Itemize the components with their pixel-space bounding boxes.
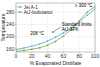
y-tick [15,36,16,37]
annotation: ≥ 300 °C [75,3,93,8]
legend-label: AtJ-Isobutanol [24,10,53,15]
y-tick-label: 200 [6,33,15,39]
series-point [31,48,33,50]
y-tick [15,12,16,13]
plot-frame [16,3,95,52]
series-point [47,44,49,46]
series-line [16,9,95,49]
y-axis-label: Temperature [0,13,6,41]
x-tick-label: 80 [76,53,82,59]
series-point [86,11,88,13]
legend: Jet A-1AtJ-Isobutanol [18,5,53,15]
series-point [94,8,95,10]
annotation: 208 °C [30,31,45,36]
legend-marker [19,6,21,8]
series-point [16,49,17,51]
grid-line-x [79,3,80,52]
annotation-line: 208 °C [30,31,45,36]
series-point [54,40,56,42]
series-point [39,43,41,45]
y-tick-label: 280 [6,9,15,15]
series-point [47,40,49,42]
grid [16,3,95,52]
series-point [23,47,25,49]
grid-line-y [16,36,95,37]
legend-marker [19,11,21,13]
x-tick-label: 40 [45,53,51,59]
series-point [63,32,65,34]
legend-swatch [18,12,23,13]
series-point [94,6,95,8]
annotation: Standard limitsAtJ-SPK [62,22,93,32]
series-point [39,47,41,49]
annotations: Standard limitsAtJ-SPK 208 °C ≥ 300 °C [30,3,93,36]
grid-line-y [16,48,95,49]
y-tick-label: 240 [6,21,15,27]
series-point [55,37,57,39]
series-point [31,45,33,47]
x-tick-label: 0 [15,53,18,59]
y-tick-label: 160 [6,46,15,52]
x-tick-label: 60 [61,53,67,59]
annotation-arrow [52,27,61,33]
series-point [86,14,88,16]
series-point [16,50,17,52]
y-tick [15,48,16,49]
annotation-line: ≥ 300 °C [75,3,93,8]
x-tick-label: 20 [29,53,35,59]
x-tick-label: 100 [91,53,100,59]
chart: 0 20 40 60 80 100 160 200 240 280 % Evaporated Dis… [0,0,100,67]
legend-swatch [18,7,23,8]
y-tick [15,24,16,25]
series-line [16,7,95,52]
annotation-line: AtJ-SPK [62,27,79,32]
x-axis-label: % Evaporated Distillate [30,60,82,66]
series-point [23,49,25,51]
series-group [16,6,95,52]
series-point [62,35,64,37]
